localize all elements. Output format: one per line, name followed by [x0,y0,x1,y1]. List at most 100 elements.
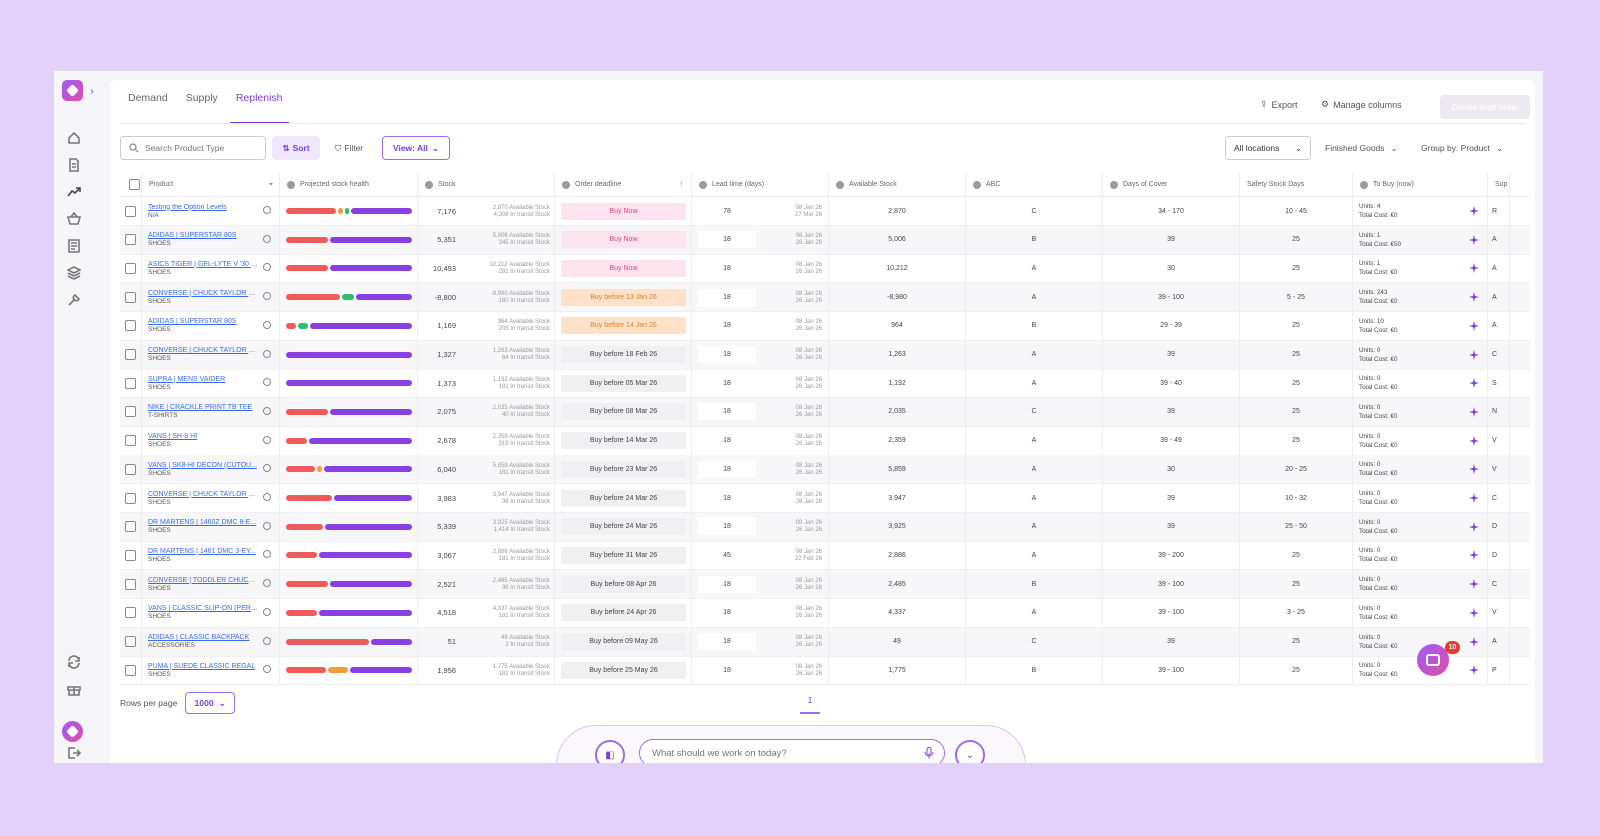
sparkle-icon[interactable] [1469,435,1479,446]
sparkle-icon[interactable] [1469,320,1479,331]
history-icon[interactable] [263,378,271,387]
lead-time-input[interactable]: 78 [698,202,756,220]
sparkle-icon[interactable] [1469,378,1479,389]
stock-health-bar[interactable] [286,208,412,214]
row-checkbox[interactable] [125,664,136,676]
sort-button[interactable]: ⇅ Sort [272,136,320,160]
history-icon[interactable] [263,607,271,616]
row-checkbox[interactable] [125,463,136,475]
search-input[interactable] [145,143,255,153]
product-link[interactable]: CONVERSE | CHUCK TAYLOR A... [148,347,258,354]
col-safety-stock-days[interactable]: Safety Stock Days [1240,173,1353,196]
row-checkbox[interactable] [125,607,136,619]
table-row[interactable]: PUMA | SUEDE CLASSIC REGAL SHOES 1,956 1,7… [120,656,1530,686]
row-checkbox[interactable] [125,492,136,504]
lead-time-input[interactable]: 18 [698,661,756,679]
col-available-stock[interactable]: Available Stock [829,173,966,196]
pin-icon[interactable]: ⌖ [269,180,273,188]
history-icon[interactable] [263,234,271,243]
basket-icon[interactable] [66,211,81,226]
product-link[interactable]: CONVERSE | TODDLER CHUCK... [148,576,258,584]
product-link[interactable]: VANS | SH-8 HI [148,433,198,441]
history-icon[interactable] [263,464,271,473]
refresh-icon[interactable] [66,654,81,669]
history-icon[interactable] [263,206,271,214]
collapse-chat-button[interactable]: ⌄ [955,740,985,763]
product-link[interactable]: VANS | SK8-HI DECON (CUTOU... [148,461,257,469]
product-link[interactable]: DR MARTENS | 1460Z DMC 8-E... [148,519,257,527]
table-row[interactable]: VANS | SH-8 HI SHOES 2,678 2,359 Available… [120,426,1530,456]
history-icon[interactable] [263,292,271,301]
col-lead-time[interactable]: Lead time (days) [692,173,829,196]
row-checkbox[interactable] [125,406,136,418]
col-product[interactable]: Product ⌖ [142,173,280,196]
row-checkbox[interactable] [125,549,136,561]
sparkle-icon[interactable] [1469,234,1479,245]
stock-health-bar[interactable] [286,495,412,501]
locations-select[interactable]: All locations ⌄ [1225,136,1311,160]
sparkle-icon[interactable] [1469,550,1479,561]
sparkle-icon[interactable] [1469,607,1479,618]
chat-input-box[interactable] [639,739,945,763]
row-checkbox[interactable] [125,377,136,389]
history-icon[interactable] [263,665,271,674]
table-row[interactable]: CONVERSE | TODDLER CHUCK... SHOES 2,521 2,… [120,570,1530,600]
history-icon[interactable] [263,521,271,530]
lead-time-input[interactable]: 18 [698,575,756,593]
lead-time-input[interactable]: 45 [698,546,756,564]
product-link[interactable]: DR MARTENS | 1461 DMC 3-EY... [148,547,256,555]
history-icon[interactable] [263,320,271,329]
row-checkbox[interactable] [125,349,136,360]
stock-health-bar[interactable] [286,351,412,358]
lead-time-input[interactable]: 18 [698,604,756,622]
stock-health-bar[interactable] [286,581,412,588]
sort-asc-icon[interactable]: ↑ [679,181,684,188]
tab-replenish[interactable]: Replenish [229,80,289,124]
category-select[interactable]: Finished Goods ⌄ [1325,136,1398,160]
sparkle-icon[interactable] [1469,349,1479,360]
col-to-buy[interactable]: To Buy (now) [1353,173,1488,196]
tab-supply[interactable]: Supply [185,92,218,104]
group-by-select[interactable]: Group by: Product ⌄ [1421,136,1503,160]
stock-health-bar[interactable] [286,408,412,415]
rows-per-page-select[interactable]: 1000 ⌄ [185,692,236,714]
history-icon[interactable] [263,435,271,444]
product-link[interactable]: ADIDAS | SUPERSTAR 80S [148,318,237,326]
row-checkbox[interactable] [125,262,136,274]
table-row[interactable]: SUPRA | MENS VAIDER SHOES 1,373 1,192 Avai… [120,369,1530,399]
filter-button[interactable]: ⛉ Filter [328,136,370,160]
product-link[interactable]: CONVERSE | CHUCK TAYLOR A... [148,289,258,297]
document-icon[interactable] [66,157,81,172]
sidebar-toggle-button[interactable]: ◧ [595,740,625,763]
history-icon[interactable] [263,636,271,645]
history-icon[interactable] [263,493,271,501]
row-checkbox[interactable] [125,205,136,217]
row-checkbox[interactable] [125,636,136,647]
row-checkbox[interactable] [125,234,136,246]
select-all-checkbox[interactable] [128,179,140,190]
col-order-deadline[interactable]: Order deadline ↑ [555,173,692,196]
history-icon[interactable] [263,406,271,415]
stock-health-bar[interactable] [286,552,412,559]
sparkle-icon[interactable] [1469,521,1479,532]
sparkle-icon[interactable] [1469,206,1479,216]
table-row[interactable]: ADIDAS | SUPERSTAR 80S SHOES 1,169 964 Ava… [120,311,1530,341]
trend-icon[interactable] [66,184,81,199]
report-icon[interactable] [66,238,81,253]
gift-icon[interactable] [66,681,81,696]
table-row[interactable]: VANS | SK8-HI DECON (CUTOU... SHOES 6,040… [120,455,1530,485]
history-icon[interactable] [263,263,271,272]
table-row[interactable]: NIKE | CRACKLE PRINT TB TEE T-SHIRTS 2,07… [120,397,1530,427]
stock-health-bar[interactable] [286,265,412,272]
history-icon[interactable] [263,349,271,358]
lead-time-input[interactable]: 18 [698,518,756,536]
lead-time-input[interactable]: 18 [698,317,756,335]
stock-health-bar[interactable] [286,638,412,645]
table-row[interactable]: CONVERSE | CHUCK TAYLOR A... SHOES 3,983 3… [120,484,1530,513]
table-row[interactable]: CONVERSE | CHUCK TAYLOR A... SHOES 1,327 1… [120,340,1530,370]
lead-time-input[interactable]: 18 [698,288,756,306]
lead-time-input[interactable]: 18 [698,432,756,450]
chat-input[interactable] [652,747,902,759]
chevron-right-icon[interactable]: › [90,85,94,97]
product-link[interactable]: NIKE | CRACKLE PRINT TB TEE [148,404,253,412]
